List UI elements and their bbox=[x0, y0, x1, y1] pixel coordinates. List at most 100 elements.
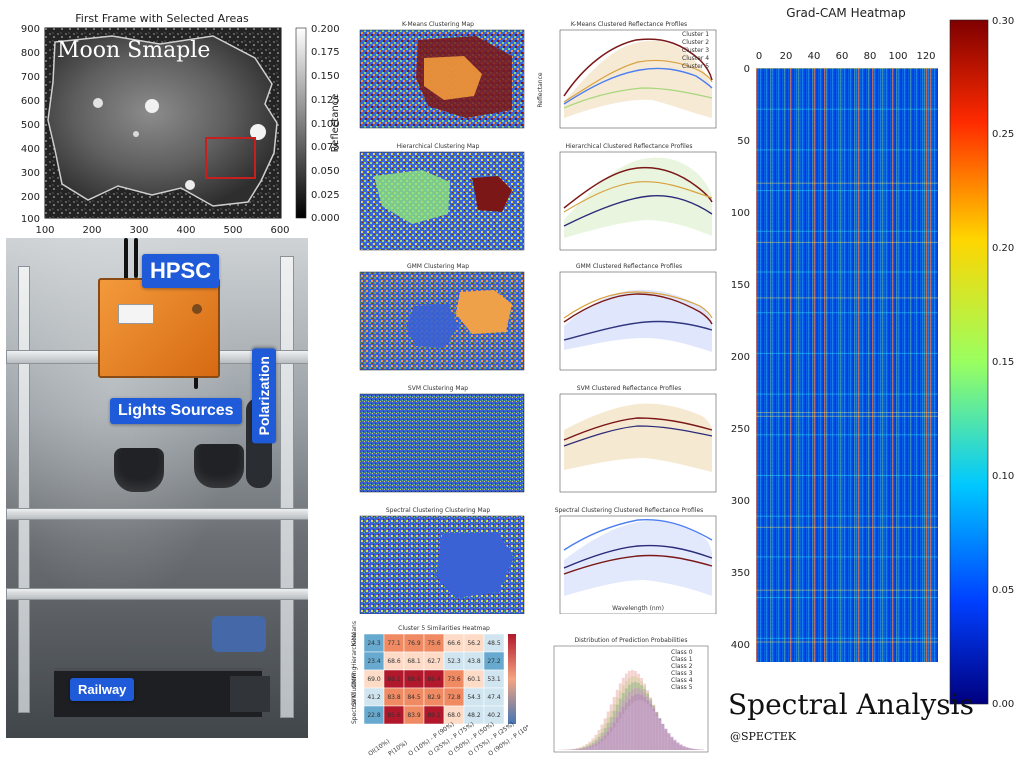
similarity-value-4-0: 22.8 bbox=[367, 712, 381, 719]
gradcam-row-129 bbox=[756, 545, 938, 546]
distribution-legend-4: Class 4 bbox=[671, 677, 693, 684]
gradcam-row-20 bbox=[756, 142, 938, 143]
gradcam-row-99 bbox=[756, 434, 938, 435]
gray-tick-0175: 0.175 bbox=[311, 47, 340, 58]
distribution-bar-5-41 bbox=[683, 746, 686, 750]
x-tick-500: 500 bbox=[223, 225, 242, 236]
x-tick-300: 300 bbox=[129, 225, 148, 236]
gradcam-row-92 bbox=[756, 408, 938, 409]
distribution-bar-5-33 bbox=[658, 720, 661, 750]
distribution-bar-5-43 bbox=[689, 748, 692, 750]
distribution-bar-5-23 bbox=[628, 706, 631, 750]
gradcam-row-108 bbox=[756, 468, 938, 469]
gradcam-row-13 bbox=[756, 116, 938, 117]
distribution-bar-5-17 bbox=[610, 732, 613, 750]
gradcam-y-tick-50: 50 bbox=[737, 136, 750, 147]
distribution-bar-5-15 bbox=[604, 739, 607, 750]
gradcam-row-106 bbox=[756, 460, 938, 461]
distribution-bar-5-46 bbox=[698, 749, 701, 750]
kmeans-legend-1: Cluster 1 bbox=[682, 31, 709, 38]
cluster-map-svm-image bbox=[360, 394, 524, 492]
similarity-value-1-1: 68.6 bbox=[387, 658, 401, 665]
gradcam-row-96 bbox=[756, 423, 938, 424]
gray-tick-0000: 0.000 bbox=[311, 213, 340, 224]
gradcam-row-37 bbox=[756, 205, 938, 206]
similarity-value-2-1: 88.1 bbox=[387, 676, 401, 683]
gradcam-x-tick-20: 20 bbox=[780, 51, 793, 62]
gradcam-row-138 bbox=[756, 579, 938, 580]
similarity-value-2-4: 73.6 bbox=[447, 676, 461, 683]
lab-setup-photo: HPSC Lights Sources Polarization Railway bbox=[6, 238, 308, 738]
gradcam-row-124 bbox=[756, 527, 938, 528]
moon-plot-y-ticks: 900 800 700 600 500 400 300 200 100 bbox=[21, 24, 40, 225]
gradcam-row-31 bbox=[756, 183, 938, 184]
y-tick-100: 100 bbox=[21, 214, 40, 225]
gradcam-row-64 bbox=[756, 305, 938, 306]
gradcam-row-89 bbox=[756, 397, 938, 398]
distribution-bar-5-39 bbox=[677, 742, 680, 750]
bright-spot-2 bbox=[93, 98, 103, 108]
kmeans-legend: Cluster 1 Cluster 2 Cluster 3 Cluster 4 … bbox=[682, 31, 709, 70]
gradcam-row-102 bbox=[756, 445, 938, 446]
gray-tick-0200: 0.200 bbox=[311, 24, 340, 35]
gradcam-row-23 bbox=[756, 153, 938, 154]
gradcam-row-1 bbox=[756, 72, 938, 73]
gradcam-row-21 bbox=[756, 146, 938, 147]
distribution-bar-5-38 bbox=[674, 740, 677, 750]
distribution-bar-5-42 bbox=[686, 747, 689, 750]
gradcam-row-111 bbox=[756, 479, 938, 480]
gradcam-row-135 bbox=[756, 568, 938, 569]
gradcam-row-27 bbox=[756, 168, 938, 169]
gradcam-row-98 bbox=[756, 431, 938, 432]
gradcam-row-156 bbox=[756, 645, 938, 646]
similarities-heatmap-title: Cluster 5 Similarities Heatmap bbox=[398, 625, 490, 632]
y-tick-900: 900 bbox=[21, 24, 40, 35]
gradcam-row-82 bbox=[756, 371, 938, 372]
gradcam-row-84 bbox=[756, 379, 938, 380]
gradcam-x-ticks: 0 20 40 60 80 100 120 bbox=[756, 51, 936, 62]
gradcam-row-159 bbox=[756, 656, 938, 657]
distribution-bar-5-7 bbox=[579, 749, 582, 750]
gradcam-row-145 bbox=[756, 605, 938, 606]
moon-plot-panel: First Frame with Selected Areas Moon Sma… bbox=[0, 0, 342, 238]
gradcam-row-91 bbox=[756, 405, 938, 406]
gradcam-row-110 bbox=[756, 475, 938, 476]
main-colorbar-panel: 0.30 0.25 0.20 0.15 0.10 0.05 0.00 bbox=[944, 14, 1020, 714]
profile-kmeans-title: K-Means Clustered Reflectance Profiles bbox=[571, 21, 687, 28]
right-frame-beam bbox=[280, 256, 294, 718]
gradcam-row-68 bbox=[756, 320, 938, 321]
gradcam-y-tick-300: 300 bbox=[731, 496, 750, 507]
gradcam-row-158 bbox=[756, 653, 938, 654]
distribution-panel: Distribution of Prediction Probabilities… bbox=[546, 632, 716, 762]
gradcam-row-95 bbox=[756, 420, 938, 421]
cluster-map-hierarchical: Hierarchical Clustering Map bbox=[360, 143, 524, 250]
similarity-value-4-1: 85.6 bbox=[387, 712, 401, 719]
gradcam-row-100 bbox=[756, 438, 938, 439]
main-tick-005: 0.05 bbox=[992, 585, 1014, 596]
middle-crossbeam bbox=[6, 508, 308, 520]
gradcam-row-66 bbox=[756, 312, 938, 313]
row-label-hierarchical: Hierarchical bbox=[351, 632, 358, 668]
distribution-legend: Class 0 Class 1 Class 2 Class 3 Class 4 … bbox=[671, 649, 693, 691]
cluster-map-spectral: Spectral Clustering Clustering Map bbox=[360, 507, 524, 614]
similarity-value-0-0: 24.3 bbox=[367, 640, 381, 647]
gradcam-row-12 bbox=[756, 112, 938, 113]
gradcam-row-33 bbox=[756, 190, 938, 191]
distribution-bar-5-18 bbox=[613, 728, 616, 750]
profile-gmm-title: GMM Clustered Reflectance Profiles bbox=[576, 263, 682, 270]
gradcam-row-130 bbox=[756, 549, 938, 550]
cluster-map-spectral-title: Spectral Clustering Clustering Map bbox=[386, 507, 490, 514]
gray-tick-0050: 0.050 bbox=[311, 166, 340, 177]
gradcam-row-4 bbox=[756, 83, 938, 84]
distribution-title: Distribution of Prediction Probabilities bbox=[575, 637, 688, 644]
bright-spot-4 bbox=[185, 180, 195, 190]
y-tick-400: 400 bbox=[21, 144, 40, 155]
gradcam-row-131 bbox=[756, 553, 938, 554]
gradcam-row-155 bbox=[756, 642, 938, 643]
gradcam-row-113 bbox=[756, 486, 938, 487]
distribution-svg: Distribution of Prediction Probabilities… bbox=[546, 632, 716, 762]
similarity-value-0-3: 75.6 bbox=[427, 640, 441, 647]
gradcam-row-71 bbox=[756, 331, 938, 332]
gradcam-row-151 bbox=[756, 627, 938, 628]
gradcam-row-93 bbox=[756, 412, 938, 413]
